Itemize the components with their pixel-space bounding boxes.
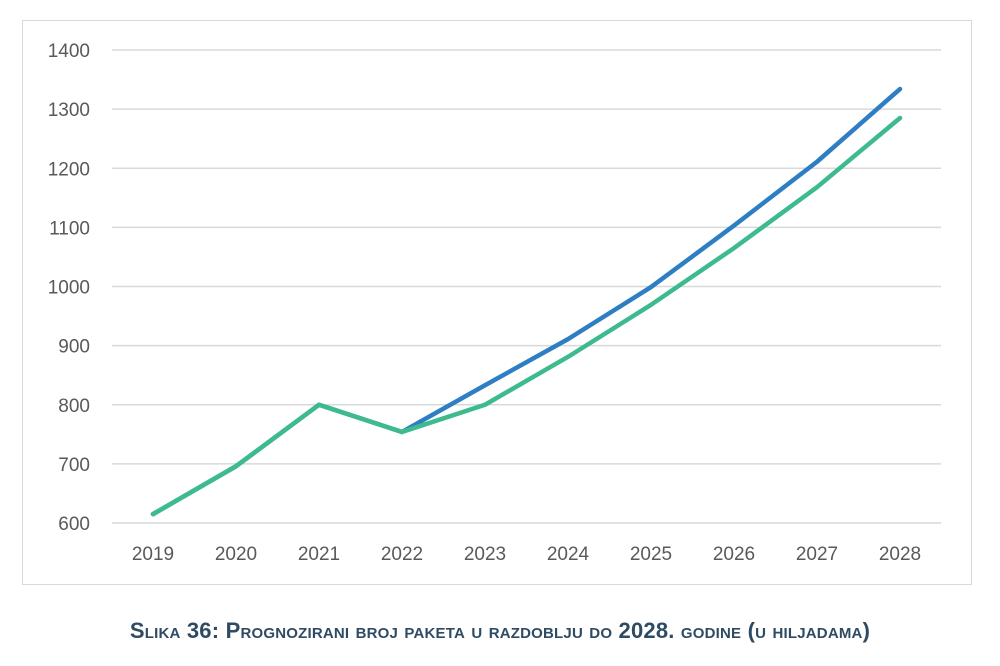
y-tick-label: 700 [58, 455, 90, 476]
x-tick-label: 2027 [796, 544, 838, 565]
y-tick-label: 1400 [48, 41, 90, 62]
y-tick-label: 900 [58, 337, 90, 358]
y-tick-label: 800 [58, 396, 90, 417]
x-tick-label: 2025 [630, 544, 672, 565]
y-tick-label: 1300 [48, 100, 90, 121]
line-chart: 600 700 800 900 1000 1100 1200 1300 1400 2019 2020… [48, 41, 941, 565]
series-blue-line [150, 86, 903, 517]
x-tick-label: 2020 [215, 544, 257, 565]
y-tick-label: 600 [58, 514, 90, 535]
y-tick-label: 1000 [48, 278, 90, 299]
x-tick-label: 2021 [298, 544, 340, 565]
x-tick-label: 2028 [879, 544, 921, 565]
chart-frame [22, 20, 972, 585]
figure-caption: Slika 36: Prognozirani broj paketa u raz… [129, 618, 871, 643]
x-tick-label: 2024 [547, 544, 590, 565]
x-tick-label: 2022 [381, 544, 423, 565]
x-tick-label: 2026 [713, 544, 755, 565]
series-green-line [150, 115, 903, 517]
x-tick-label: 2023 [464, 544, 506, 565]
y-tick-label: 1200 [48, 159, 90, 180]
x-tick-label: 2019 [132, 544, 174, 565]
y-tick-label: 1100 [49, 218, 90, 239]
